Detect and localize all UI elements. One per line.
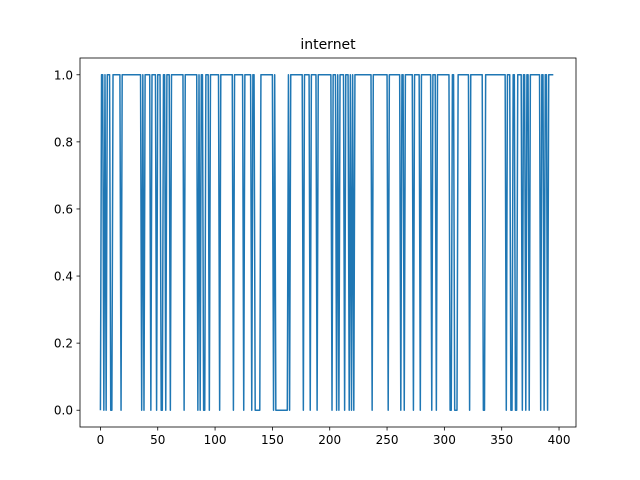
y-tick-label: 0.2 bbox=[54, 337, 73, 351]
x-tick-label: 250 bbox=[376, 433, 399, 447]
y-tick-label: 1.0 bbox=[54, 68, 73, 82]
series-line bbox=[99, 74, 554, 411]
y-tick-label: 0.4 bbox=[54, 270, 73, 284]
x-tick-label: 150 bbox=[261, 433, 284, 447]
y-tick-label: 0.8 bbox=[54, 135, 73, 149]
x-tick-label: 0 bbox=[97, 433, 105, 447]
chart-title: internet bbox=[300, 37, 356, 53]
y-tick-label: 0.6 bbox=[54, 202, 73, 216]
x-tick-label: 100 bbox=[204, 433, 227, 447]
x-tick-label: 50 bbox=[150, 433, 165, 447]
y-axis: 0.0 0.2 0.4 0.6 0.8 1.0 bbox=[54, 68, 80, 418]
x-tick-label: 300 bbox=[433, 433, 456, 447]
x-tick-label: 350 bbox=[490, 433, 513, 447]
x-axis: 0 50 100 150 200 250 300 350 400 bbox=[97, 427, 571, 447]
plot-area bbox=[99, 74, 554, 411]
axes-frame bbox=[79, 57, 577, 428]
y-tick-label: 0.0 bbox=[54, 404, 73, 418]
x-tick-label: 400 bbox=[548, 433, 571, 447]
x-tick-label: 200 bbox=[318, 433, 341, 447]
